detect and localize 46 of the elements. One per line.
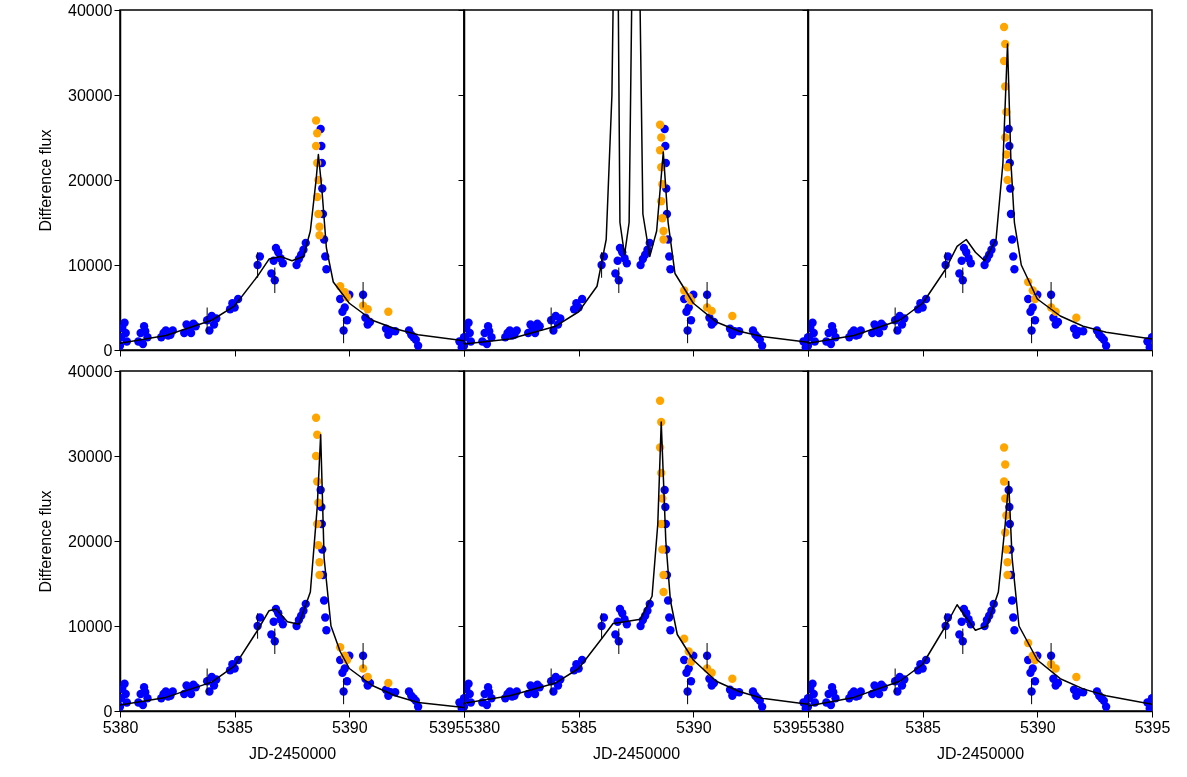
point [311,116,321,125]
point [707,306,716,316]
y-tick-label: 0 [103,341,113,359]
x-tick-label: 5380 [102,718,139,736]
x-tick-label: 5385 [905,718,942,736]
point [313,129,322,138]
point [363,305,372,314]
x-tick-label: 5390 [676,718,712,736]
point [314,209,323,219]
y-tick-label: 0 [103,702,113,720]
x-tick-label: 5385 [561,718,598,736]
x-axis-title: JD-2450000 [936,744,1025,762]
x-tick-label: 5380 [464,718,501,736]
x-tick-label: 5390 [332,718,368,736]
y-axis-title: Difference flux [37,129,55,232]
y-tick-label: 10000 [68,256,113,274]
point [315,231,324,240]
y-axis-title: Difference flux [37,490,55,593]
x-tick-label: 5380 [808,718,845,736]
point [311,141,321,151]
point [728,311,737,321]
y-tick-label: 20000 [68,532,113,550]
x-tick-label: 5390 [1020,718,1056,736]
y-tick-label: 10000 [68,617,113,635]
point [658,214,667,223]
x-tick-label: 5395 [428,718,465,736]
point [657,133,666,142]
x-tick-label: 5395 [1134,718,1171,736]
y-tick-label: 40000 [68,1,113,19]
point [384,307,393,316]
x-tick-label: 5385 [217,718,254,736]
x-axis-title: JD-2450000 [248,744,337,762]
point [1003,175,1012,185]
point [659,226,668,236]
x-axis-title: JD-2450000 [592,744,681,762]
y-tick-label: 40000 [68,362,113,380]
point [655,120,665,129]
x-tick-label: 5395 [772,718,809,736]
point [655,146,665,155]
point [315,222,324,231]
point [659,235,668,244]
y-tick-label: 30000 [68,86,113,104]
point [999,22,1009,32]
y-tick-label: 30000 [68,447,113,465]
y-tick-label: 20000 [68,171,113,189]
point [1072,313,1081,322]
